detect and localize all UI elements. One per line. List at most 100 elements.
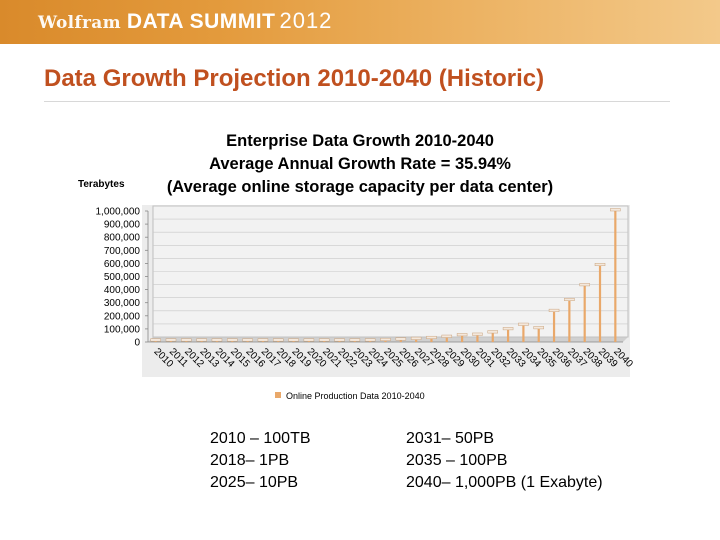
bar-body <box>215 341 219 342</box>
bar-cap <box>318 338 330 342</box>
brand-year: 2012 <box>279 8 333 33</box>
bar <box>318 338 330 342</box>
growth-chart: Enterprise Data Growth 2010-2040 Average … <box>78 132 635 401</box>
chart-title-line: Average Annual Growth Rate = 35.94% <box>209 155 511 173</box>
bar <box>548 308 560 342</box>
bar-body <box>568 300 571 342</box>
bar-body <box>231 341 234 342</box>
bar <box>242 338 253 342</box>
bar <box>227 338 238 342</box>
bar <box>579 283 590 342</box>
bar-cap <box>380 337 391 341</box>
bar <box>472 332 483 342</box>
bar-body <box>277 341 280 342</box>
caption-2035: 2035 – 100PB <box>406 452 508 469</box>
bar-body <box>323 341 326 342</box>
bar <box>272 338 284 342</box>
title-divider <box>44 101 670 102</box>
bar <box>150 338 161 342</box>
bar-cap <box>518 322 529 326</box>
bar-body <box>598 265 602 342</box>
bar <box>364 338 376 342</box>
bar-body <box>461 335 464 342</box>
bar-body <box>583 285 586 342</box>
caption-2031: 2031– 50PB <box>406 430 495 447</box>
caption-left: 2010 – 100TB 2018– 1PB 2025– 10PB <box>210 428 311 494</box>
bar-body <box>384 340 387 342</box>
bar-cap <box>594 263 606 267</box>
bar <box>487 330 499 342</box>
y-tick-label: 700,000 <box>104 246 141 257</box>
bar-cap <box>165 338 177 342</box>
bar-cap <box>150 338 161 342</box>
bar <box>303 338 315 342</box>
bar-body <box>261 341 265 342</box>
bar-body <box>338 341 341 342</box>
bar-cap <box>410 336 422 340</box>
bar <box>456 333 468 342</box>
y-tick-label: 100,000 <box>104 324 141 335</box>
bar-cap <box>196 338 207 342</box>
bar-body <box>522 325 525 342</box>
bar-cap <box>288 338 299 342</box>
bar <box>410 336 422 342</box>
bar-body <box>399 340 402 342</box>
bar-cap <box>364 338 376 342</box>
bar <box>533 326 544 342</box>
bar <box>349 338 361 342</box>
bar-cap <box>610 208 621 212</box>
bar <box>181 338 192 342</box>
bar <box>610 208 621 342</box>
bar <box>395 337 407 342</box>
bar <box>441 334 453 342</box>
bar-body <box>169 341 173 342</box>
bar-body <box>537 328 540 342</box>
bar-body <box>476 335 479 342</box>
legend-label: Online Production Data 2010-2040 <box>286 391 425 401</box>
legend-swatch <box>275 392 281 398</box>
bar-cap <box>426 335 437 339</box>
bar-body <box>491 333 494 342</box>
bar-cap <box>227 338 238 342</box>
bar <box>502 327 514 342</box>
bar-cap <box>579 283 590 287</box>
bar-body <box>292 341 295 342</box>
bar-cap <box>564 297 575 301</box>
bar-cap <box>211 338 223 342</box>
brand-wolfram: Wolfram <box>38 13 121 33</box>
bar-body <box>369 341 372 342</box>
bar <box>165 338 177 342</box>
y-tick-label: 1,000,000 <box>96 207 141 218</box>
bar-body <box>445 337 448 342</box>
header-banner: Wolfram DATA SUMMIT 2012 <box>0 0 720 44</box>
bar-cap <box>533 326 544 330</box>
y-tick-label: 900,000 <box>104 220 141 231</box>
bar <box>196 338 207 342</box>
bar-cap <box>441 334 453 338</box>
y-tick-label: 0 <box>134 338 140 349</box>
slide-title: Data Growth Projection 2010-2040 (Histor… <box>44 65 545 92</box>
bar-body <box>506 329 510 342</box>
y-tick-label: 200,000 <box>104 311 141 322</box>
bar-cap <box>548 308 560 312</box>
bar <box>594 263 606 342</box>
y-axis-label: Terabytes <box>78 179 125 190</box>
bar-cap <box>303 338 315 342</box>
bar <box>288 338 299 342</box>
bar-cap <box>487 330 499 334</box>
bar-body <box>552 311 556 342</box>
y-tick-label: 300,000 <box>104 298 141 309</box>
bar-body <box>246 341 249 342</box>
bar-cap <box>242 338 253 342</box>
bar-body <box>200 341 203 342</box>
y-tick-label: 800,000 <box>104 233 141 244</box>
bar-cap <box>272 338 284 342</box>
bar-cap <box>257 338 269 342</box>
caption-2010: 2010 – 100TB <box>210 430 311 447</box>
bar <box>334 338 345 342</box>
bar-cap <box>472 332 483 336</box>
bar-body <box>415 339 418 342</box>
bar-cap <box>334 338 345 342</box>
bar-cap <box>502 327 514 331</box>
bar-body <box>154 341 157 342</box>
